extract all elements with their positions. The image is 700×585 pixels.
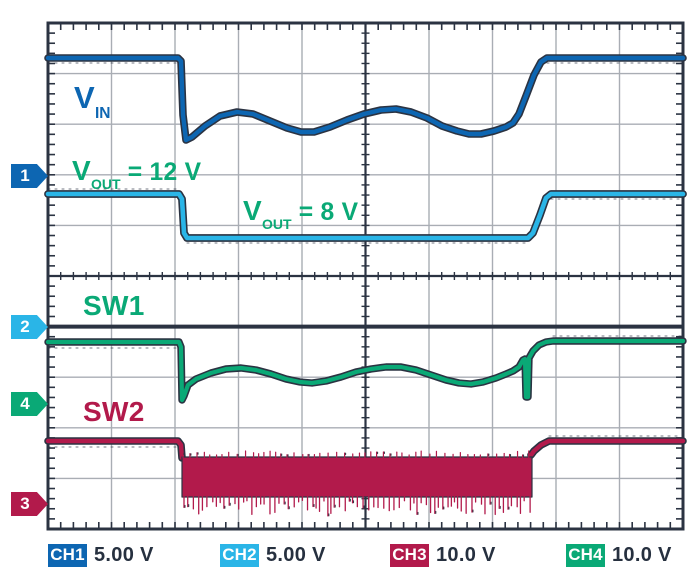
- marker-3-label: 3: [20, 494, 30, 513]
- marker-1-label: 1: [20, 166, 30, 185]
- ch3-badge: CH3: [390, 543, 429, 567]
- label-vin: VIN: [74, 80, 111, 122]
- ch4-badge: CH4: [566, 543, 605, 567]
- marker-2-label: 2: [20, 317, 30, 336]
- waveform-traces: [44, 54, 687, 517]
- marker-4-label: 4: [20, 394, 30, 413]
- legend-ch1: CH1 5.00 V: [48, 543, 154, 567]
- label-sw1: SW1: [83, 290, 145, 321]
- graticule: [46, 21, 685, 531]
- legend-ch2: CH2 5.00 V: [220, 543, 326, 567]
- label-sw2: SW2: [83, 396, 145, 427]
- ch4-scale: 10.0 V: [612, 543, 672, 566]
- ch2-scale: 5.00 V: [266, 543, 326, 566]
- legend-ch3: CH3 10.0 V: [390, 543, 496, 567]
- ch2-badge: CH2: [220, 543, 259, 567]
- legend-ch4: CH4 10.0 V: [566, 543, 672, 567]
- label-vout-12v: VOUT = 12 V: [72, 155, 202, 193]
- ch1-scale: 5.00 V: [94, 543, 154, 566]
- label-vout-8v: VOUT = 8 V: [243, 195, 359, 233]
- sw2-switching-band: [181, 450, 533, 517]
- ch1-badge: CH1: [48, 543, 87, 567]
- ch3-scale: 10.0 V: [436, 543, 496, 566]
